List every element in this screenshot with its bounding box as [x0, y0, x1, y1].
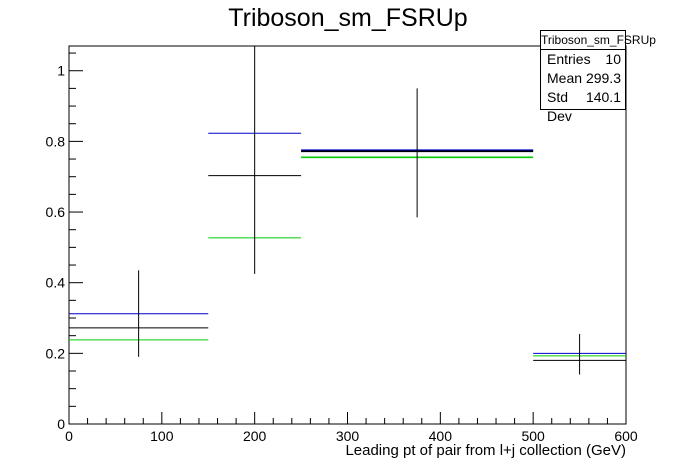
y-tick-label: 0.4: [46, 275, 66, 291]
stats-row-stddev: Std Dev 140.1: [541, 88, 625, 124]
stats-stddev-value: 140.1: [585, 89, 621, 105]
x-tick-label: 400: [429, 428, 453, 444]
series-group: [69, 132, 626, 361]
x-tick-label: 0: [65, 428, 73, 444]
y-tick-label: 0: [57, 416, 65, 432]
x-tick-label: 500: [521, 428, 545, 444]
stats-box: Triboson_sm_FSRUp Entries 10 Mean 299.3 …: [540, 30, 656, 124]
x-axis-label: Leading pt of pair from l+j collection (…: [345, 442, 626, 459]
chart-title: Triboson_sm_FSRUp: [228, 4, 468, 32]
x-tick-label: 100: [150, 428, 174, 444]
stats-entries-value: 10: [605, 51, 621, 67]
stats-mean-value: 299.3: [585, 70, 621, 86]
stats-stddev-label: Std Dev: [547, 89, 572, 124]
y-tick-label: 0.2: [46, 345, 66, 361]
y-tick-label: 0.6: [46, 204, 66, 220]
x-tick-label: 600: [614, 428, 638, 444]
stats-row-entries: Entries 10: [541, 50, 625, 69]
x-tick-label: 300: [336, 428, 360, 444]
y-tick-label: 0.8: [46, 133, 66, 149]
error-bars-group: [138, 46, 581, 375]
stats-mean-label: Mean: [547, 70, 583, 86]
stats-title: Triboson_sm_FSRUp: [541, 31, 656, 50]
axis-ticks: 0 100 200 300 400 500 600 0 0.2 0.4 0.6 0.8 1: [46, 52, 638, 444]
y-tick-label: 1: [57, 63, 65, 79]
x-tick-label: 200: [243, 428, 267, 444]
stats-row-mean: Mean 299.3: [541, 69, 625, 88]
stats-entries-label: Entries: [547, 51, 591, 67]
